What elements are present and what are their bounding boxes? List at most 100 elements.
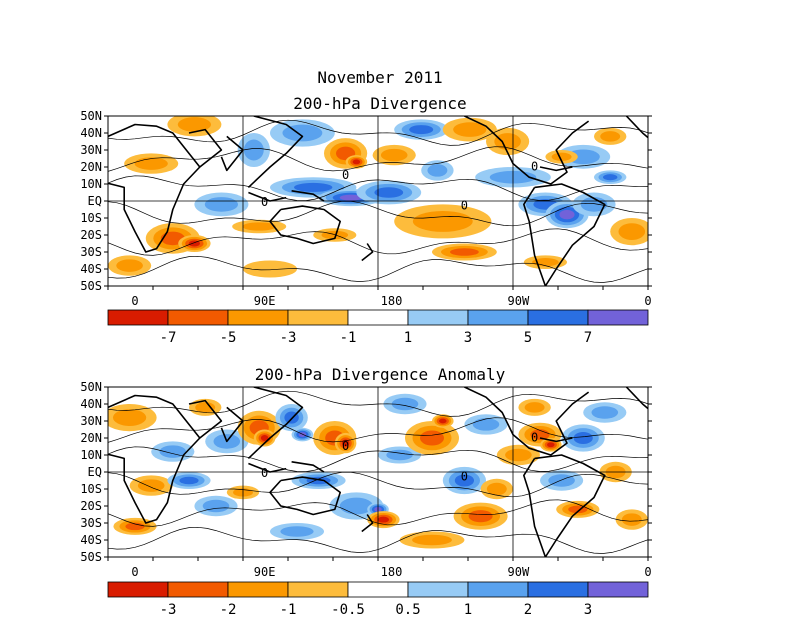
map-panel-anomaly: 0 0 0 0 50N 40N 30N 20N 10N EQ 10S 20S 30S 40S 50S 0 90E… — [80, 380, 652, 579]
lat-tick-label: 20S — [80, 228, 102, 242]
contour-label: 0 — [531, 430, 538, 444]
contour-label: 0 — [531, 159, 538, 173]
colorbar-label: 3 — [464, 330, 472, 346]
coastline — [523, 183, 606, 286]
colorbar-label: -7 — [160, 330, 177, 346]
anomaly-shade — [159, 445, 187, 458]
lon-tick-label: 0 — [644, 565, 651, 579]
coastline — [188, 399, 223, 439]
colorbar-swatch — [287, 309, 349, 326]
colorbar-label: -1 — [280, 602, 297, 618]
graticule — [108, 387, 648, 557]
anomaly-shade — [600, 131, 621, 142]
colorbar-swatch — [527, 581, 589, 598]
lat-tick-label: 30S — [80, 516, 102, 530]
coastline — [220, 406, 244, 443]
lat-tick-label: EQ — [88, 465, 102, 479]
anomaly-shade — [412, 534, 452, 546]
lon-tick-label: 0 — [131, 565, 138, 579]
anomaly-shade — [339, 497, 374, 515]
anomaly-shade — [282, 124, 323, 142]
colorbar-swatch — [107, 581, 169, 598]
anomaly-shade — [420, 430, 444, 446]
coastline — [625, 387, 648, 410]
coastline — [188, 128, 223, 168]
coastline — [523, 454, 606, 557]
anomaly-shade — [472, 418, 500, 431]
anomaly-shade — [204, 197, 239, 212]
contour-label: 0 — [261, 195, 268, 209]
colorbar-swatch — [347, 581, 409, 598]
anomaly-shade — [134, 157, 168, 170]
coastline — [361, 514, 374, 533]
lon-tick-label: 90E — [254, 565, 276, 579]
coastline — [291, 190, 325, 202]
lat-tick-label: 10S — [80, 211, 102, 225]
colorbar-label: -3 — [280, 330, 297, 346]
colorbar-label: -0.5 — [331, 602, 365, 618]
coastline — [269, 476, 341, 516]
coastline — [247, 387, 304, 459]
coastline — [108, 394, 201, 524]
anomaly-shade — [494, 133, 521, 150]
anomaly-shade — [427, 164, 448, 177]
colorbar-label: 7 — [584, 330, 592, 346]
lon-tick-label: 180 — [381, 294, 403, 308]
lon-tick-label: 90W — [508, 294, 530, 308]
lat-tick-label: 10N — [80, 448, 102, 462]
lat-tick-label: 30S — [80, 245, 102, 259]
colorbar-swatch — [107, 309, 169, 326]
colorbar-swatch — [287, 581, 349, 598]
lat-tick-label: 20S — [80, 499, 102, 513]
lon-tick-label: 90W — [508, 565, 530, 579]
anomaly-shade — [386, 449, 413, 461]
lon-tick-label: 0 — [131, 294, 138, 308]
colorbar-divergence: -7 -5 -3 -1 1 3 5 7 — [107, 309, 649, 346]
anomaly-shade — [409, 125, 434, 135]
anomaly-shade — [280, 526, 314, 537]
anomaly-shade — [486, 482, 507, 496]
anomaly-shade — [116, 259, 143, 272]
lat-tick-label: 30N — [80, 143, 102, 157]
lat-tick-label: 20N — [80, 160, 102, 174]
anomaly-shade — [188, 240, 201, 247]
contour-label: 0 — [461, 199, 468, 213]
colorbar-swatch — [167, 309, 229, 326]
anomaly-shade — [468, 510, 493, 523]
coastline — [220, 135, 244, 172]
coastline — [361, 243, 374, 262]
anomaly-shade — [377, 516, 390, 523]
colorbar-swatch — [167, 581, 229, 598]
colorbar-swatch — [407, 309, 469, 326]
colorbar-label: 0.5 — [395, 602, 420, 618]
colorbar-label: 5 — [524, 330, 532, 346]
colorbar-swatch — [347, 309, 409, 326]
lat-tick-label: 50S — [80, 550, 102, 564]
anomaly-shade — [548, 474, 575, 487]
anomaly-shade — [243, 260, 297, 278]
colorbar-swatch — [227, 581, 289, 598]
colorbar-swatch — [467, 581, 529, 598]
lat-tick-label: 40S — [80, 262, 102, 276]
anomaly-shade — [454, 474, 474, 487]
colorbar-label: 3 — [584, 602, 592, 618]
coastline — [291, 461, 325, 473]
graticule — [108, 116, 648, 286]
anomaly-shade — [505, 448, 532, 462]
contour-label: 0 — [261, 466, 268, 480]
colorbar-swatch — [407, 581, 469, 598]
month-title: November 2011 — [317, 68, 443, 87]
coastline — [464, 116, 590, 185]
anomaly-shade — [294, 182, 333, 192]
anomaly-shade — [450, 248, 479, 256]
coastline — [108, 123, 201, 253]
lat-tick-label: 40N — [80, 126, 102, 140]
anomaly-shade — [380, 148, 408, 162]
lat-tick-label: 20N — [80, 431, 102, 445]
colorbar-label: 1 — [464, 602, 472, 618]
colorbar-swatch — [587, 581, 649, 598]
coastline — [539, 437, 573, 443]
lon-tick-label: 90E — [254, 294, 276, 308]
coastlines — [108, 116, 648, 286]
